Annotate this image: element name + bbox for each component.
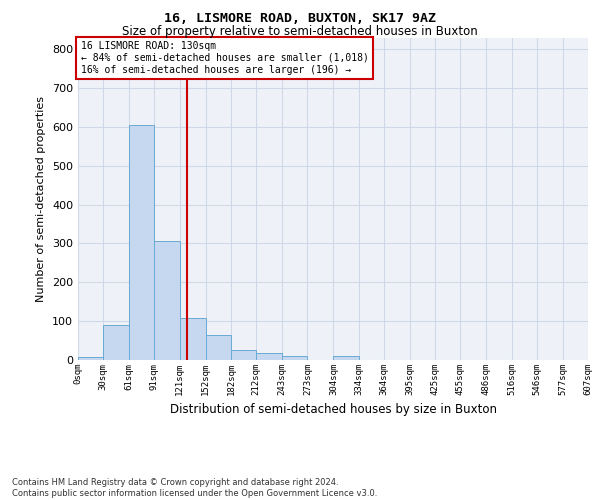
Bar [154,240,179,360]
Text: 16 LISMORE ROAD: 130sqm
← 84% of semi-detached houses are smaller (1,018)
16% of: 16 LISMORE ROAD: 130sqm ← 84% of semi-de… [80,42,368,74]
Bar [103,325,129,360]
Bar [256,354,282,360]
Text: Size of property relative to semi-detached houses in Buxton: Size of property relative to semi-detach… [122,25,478,38]
Bar [206,334,231,360]
Y-axis label: Number of semi-detached properties: Number of semi-detached properties [37,96,46,302]
Bar [282,356,307,360]
Text: Contains HM Land Registry data © Crown copyright and database right 2024.
Contai: Contains HM Land Registry data © Crown c… [12,478,377,498]
Bar [334,356,359,360]
Text: 16, LISMORE ROAD, BUXTON, SK17 9AZ: 16, LISMORE ROAD, BUXTON, SK17 9AZ [164,12,436,26]
Bar [179,318,206,360]
X-axis label: Distribution of semi-detached houses by size in Buxton: Distribution of semi-detached houses by … [170,404,497,416]
Bar [78,358,103,360]
Bar [129,125,154,360]
Bar [231,350,256,360]
